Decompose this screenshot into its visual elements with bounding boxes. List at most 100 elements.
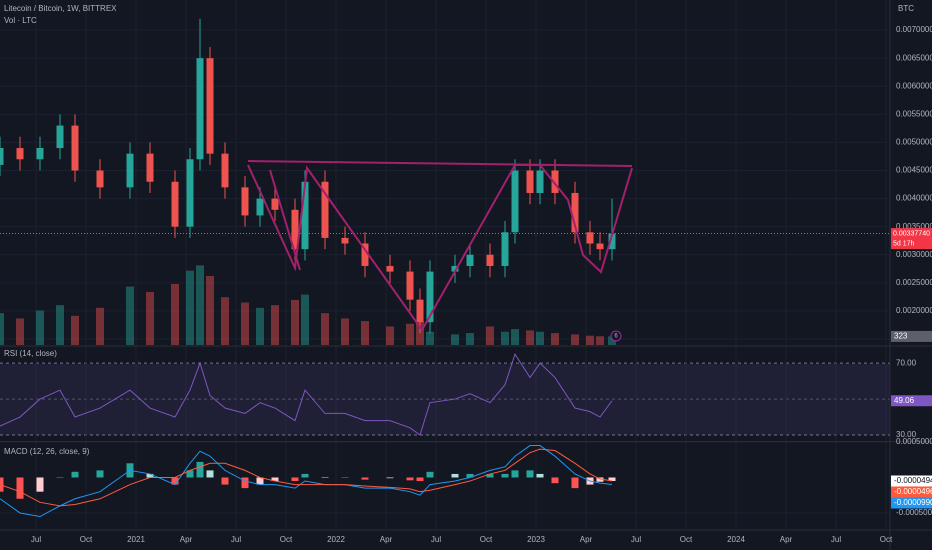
x-tick-label: Oct: [680, 535, 693, 544]
volume-bar: [586, 335, 594, 345]
histogram-bar: [0, 477, 4, 492]
histogram-bar: [321, 477, 329, 478]
x-tick-label: Apr: [580, 535, 593, 544]
candle-body: [511, 170, 519, 233]
macd-title: MACD (12, 26, close, 9): [4, 447, 90, 456]
volume-bar: [341, 318, 349, 345]
volume-bar: [321, 313, 329, 345]
histogram-bar: [36, 477, 44, 492]
subtitle: Vol · LTC: [4, 16, 37, 25]
volume-bar: [536, 331, 544, 345]
candle-body: [96, 170, 104, 188]
candle-body: [341, 237, 349, 244]
candle-body: [56, 125, 64, 149]
candle-body: [186, 159, 194, 227]
histogram-bar: [146, 473, 154, 478]
histogram-bar: [406, 477, 414, 481]
candle-body: [416, 299, 424, 323]
rsi-title: RSI (14, close): [4, 349, 57, 358]
candle-body: [171, 181, 179, 227]
candle-body: [71, 125, 79, 171]
volume-bar: [221, 297, 229, 345]
histogram-bar: [466, 473, 474, 478]
histogram-bar: [196, 461, 204, 478]
histogram-bar: [291, 477, 299, 482]
volume-bar: [16, 318, 24, 345]
rsi-tag: 49.06: [894, 396, 915, 405]
candle-body: [486, 254, 494, 266]
signal-tag-bg: [891, 486, 932, 498]
histogram-bar: [96, 470, 104, 478]
rsi-band: [0, 364, 890, 435]
volume-bar: [511, 329, 519, 345]
volume-bar: [301, 294, 309, 345]
candle-body: [271, 198, 279, 210]
histogram-bar: [551, 477, 559, 484]
histogram-bar: [361, 477, 369, 480]
candle-body: [126, 153, 134, 188]
candle-body: [536, 170, 544, 193]
candle-body: [196, 58, 204, 160]
candle-body: [386, 265, 394, 272]
candle-body: [36, 148, 44, 160]
volume-bar: [486, 326, 494, 345]
candle-body: [361, 243, 369, 266]
pattern-drawing: [247, 160, 633, 332]
candle-body: [241, 187, 249, 216]
histogram-bar: [71, 471, 79, 478]
x-tick-label: 2021: [127, 535, 145, 544]
candle-body: [466, 254, 474, 266]
candle-body: [256, 198, 264, 216]
volume-bar: [291, 299, 299, 345]
volume-bar: [451, 334, 459, 345]
candle-body: [221, 153, 229, 188]
signal-line: [0, 448, 613, 507]
volume-bar: [596, 336, 604, 345]
volume-bar: [256, 307, 264, 345]
neckline: [247, 160, 633, 167]
marks: 6: [0, 18, 890, 518]
x-tick-label: Oct: [80, 535, 93, 544]
volume-bar: [36, 310, 44, 345]
volume-bar: [501, 331, 509, 345]
y-tick-label: 0.00050000: [896, 437, 932, 446]
histogram-bar: [56, 477, 64, 478]
histogram-bar: [386, 477, 394, 479]
histogram-bar: [536, 473, 544, 478]
histogram-bar: [608, 477, 616, 481]
candle-body: [526, 170, 534, 193]
x-tick-label: Oct: [880, 535, 893, 544]
histogram-bar: [301, 473, 309, 478]
x-tick-label: Oct: [480, 535, 493, 544]
volume-bar: [96, 307, 104, 345]
histogram-bar: [256, 477, 264, 485]
candle-body: [0, 148, 4, 165]
event-badge-label: 6: [614, 334, 618, 340]
tags: 0.001500000.002000000.002500000.00300000…: [31, 25, 932, 544]
price-tag: 0.00337740: [893, 230, 930, 237]
candle-body: [16, 148, 24, 160]
volume-bar: [206, 276, 214, 345]
volume-bar: [186, 270, 194, 345]
volume-bar: [361, 321, 369, 345]
histogram-bar: [16, 477, 24, 499]
histogram-bar: [341, 477, 349, 478]
histogram-bar: [186, 470, 194, 478]
x-tick-label: Jul: [831, 535, 841, 544]
pattern-line: [269, 169, 301, 271]
x-tick-label: 2022: [327, 535, 345, 544]
candle-body: [451, 265, 459, 272]
y-tick-label: 70.00: [896, 358, 917, 367]
event-badge: [610, 330, 622, 342]
